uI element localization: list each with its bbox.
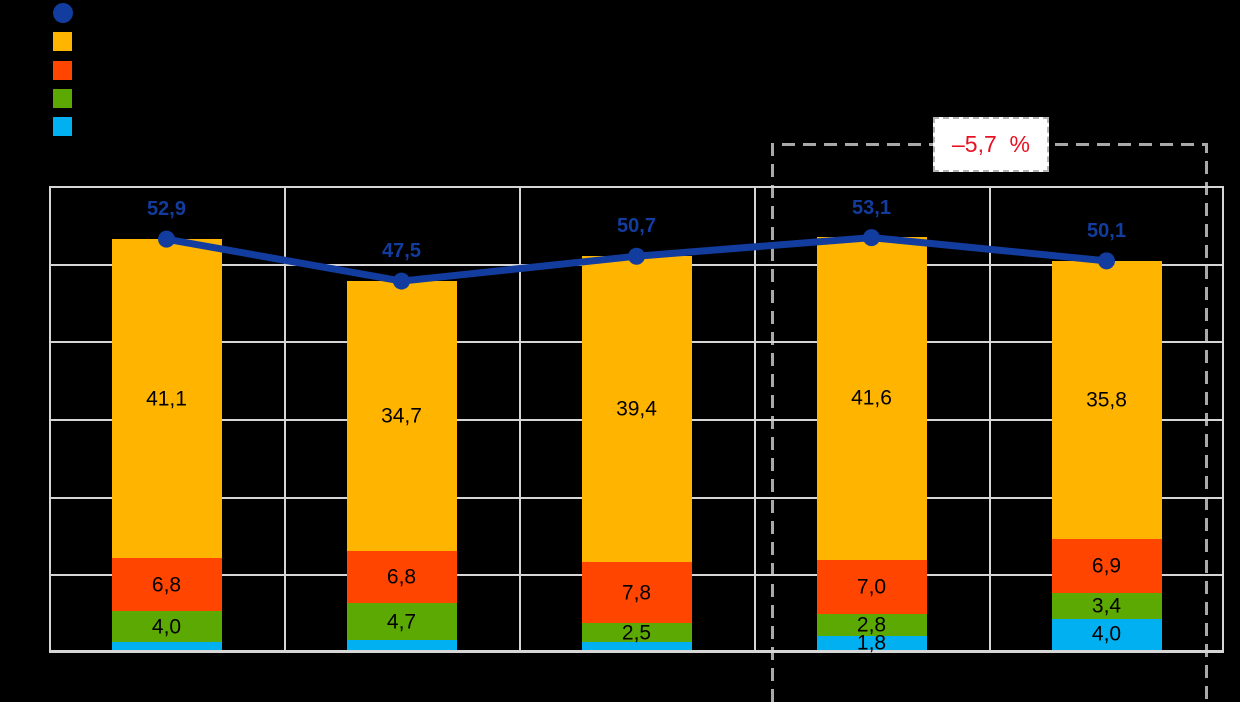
bar-segment-label-green: 4,0 — [151, 615, 182, 639]
bar-segment-label-amber: 34,7 — [381, 404, 422, 428]
vertical-gridline — [49, 186, 51, 652]
change-annotation-text: –5,7 % — [952, 131, 1030, 157]
bar-segment-label-amber: 41,6 — [851, 386, 892, 410]
bar-segment-label-green: 2,5 — [621, 621, 652, 645]
bar-segment-label-green: 4,7 — [386, 610, 417, 634]
bar-segment-orangered — [581, 562, 692, 623]
orangered-series-marker — [53, 61, 72, 80]
total-line-marker — [53, 3, 73, 23]
bar-segment-green — [581, 622, 692, 643]
bar-segment-label-lightblue: 4,0 — [1091, 622, 1122, 646]
vertical-gridline — [989, 186, 991, 652]
vertical-gridline — [284, 186, 286, 652]
bar-segment-label-green: 3,4 — [1091, 594, 1122, 618]
bar-segment-lightblue — [111, 642, 222, 650]
bar-segment-green — [346, 603, 457, 640]
bar-segment-amber — [581, 256, 692, 563]
bar-segment-amber — [346, 281, 457, 551]
lightblue-series-marker — [53, 117, 72, 136]
horizontal-gridline — [49, 650, 1224, 653]
total-line-value-label: 47,5 — [382, 240, 421, 263]
bar-segment-label-orangered: 6,9 — [1091, 554, 1122, 578]
bar-segment-lightblue — [581, 642, 692, 650]
bar-segment-orangered — [346, 550, 457, 604]
bar-segment-orangered — [111, 558, 222, 612]
vertical-gridline — [1222, 186, 1224, 652]
bar-segment-label-green: 2,8 — [856, 613, 887, 637]
bar-segment-label-orangered: 6,8 — [151, 573, 182, 597]
horizontal-gridline — [49, 186, 1224, 188]
bar-segment-label-amber: 35,8 — [1086, 388, 1127, 412]
change-annotation-badge: –5,7 % — [933, 117, 1049, 172]
bar-segment-label-orangered: 7,0 — [856, 575, 887, 599]
bar-segment-green — [111, 611, 222, 643]
vertical-gridline — [754, 186, 756, 652]
total-line-value-label: 50,1 — [1087, 219, 1126, 242]
total-line-value-label: 52,9 — [147, 198, 186, 221]
bar-segment-label-orangered: 6,8 — [386, 565, 417, 589]
bar-segment-amber — [111, 239, 222, 559]
green-series-marker — [53, 89, 72, 108]
bar-segment-label-orangered: 7,8 — [621, 581, 652, 605]
amber-series-marker — [53, 32, 72, 51]
vertical-gridline — [519, 186, 521, 652]
total-line-value-label: 50,7 — [617, 215, 656, 238]
bar-segment-label-amber: 39,4 — [616, 397, 657, 421]
total-line-value-label: 53,1 — [852, 196, 891, 219]
bar-segment-lightblue — [346, 639, 457, 650]
bar-segment-label-amber: 41,1 — [146, 387, 187, 411]
